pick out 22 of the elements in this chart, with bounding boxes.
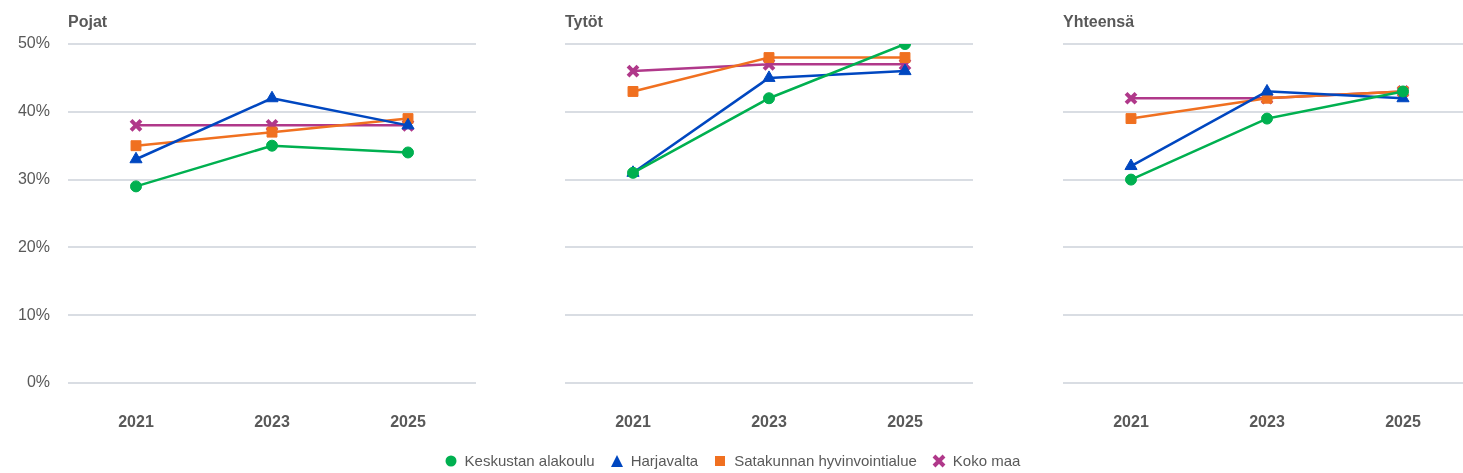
x-tick-label: 2025: [390, 413, 426, 431]
y-tick-label: 20%: [17, 237, 50, 255]
legend-label: Satakunnan hyvinvointialue: [734, 452, 917, 469]
chart-title: Tytöt: [565, 13, 604, 31]
chart-title: Pojat: [68, 13, 108, 31]
x-tick-label: 2021: [615, 413, 651, 431]
legend-label: Harjavalta: [630, 452, 699, 469]
legend-label: Keskustan alakoulu: [464, 452, 595, 469]
y-tick-label: 0%: [26, 373, 50, 391]
x-tick-label: 2021: [118, 413, 154, 431]
x-tick-label: 2023: [751, 413, 787, 431]
y-tick-label: 50%: [17, 34, 50, 52]
x-tick-label: 2025: [1385, 413, 1421, 431]
y-tick-label: 30%: [17, 170, 50, 188]
y-tick-label: 10%: [17, 305, 50, 323]
x-tick-label: 2023: [254, 413, 290, 431]
legend-label: Koko maa: [952, 452, 1021, 469]
x-tick-label: 2025: [887, 413, 923, 431]
x-tick-label: 2021: [1113, 413, 1149, 431]
chart-title: Yhteensä: [1063, 13, 1135, 31]
y-tick-label: 40%: [17, 102, 50, 120]
x-tick-label: 2023: [1249, 413, 1285, 431]
